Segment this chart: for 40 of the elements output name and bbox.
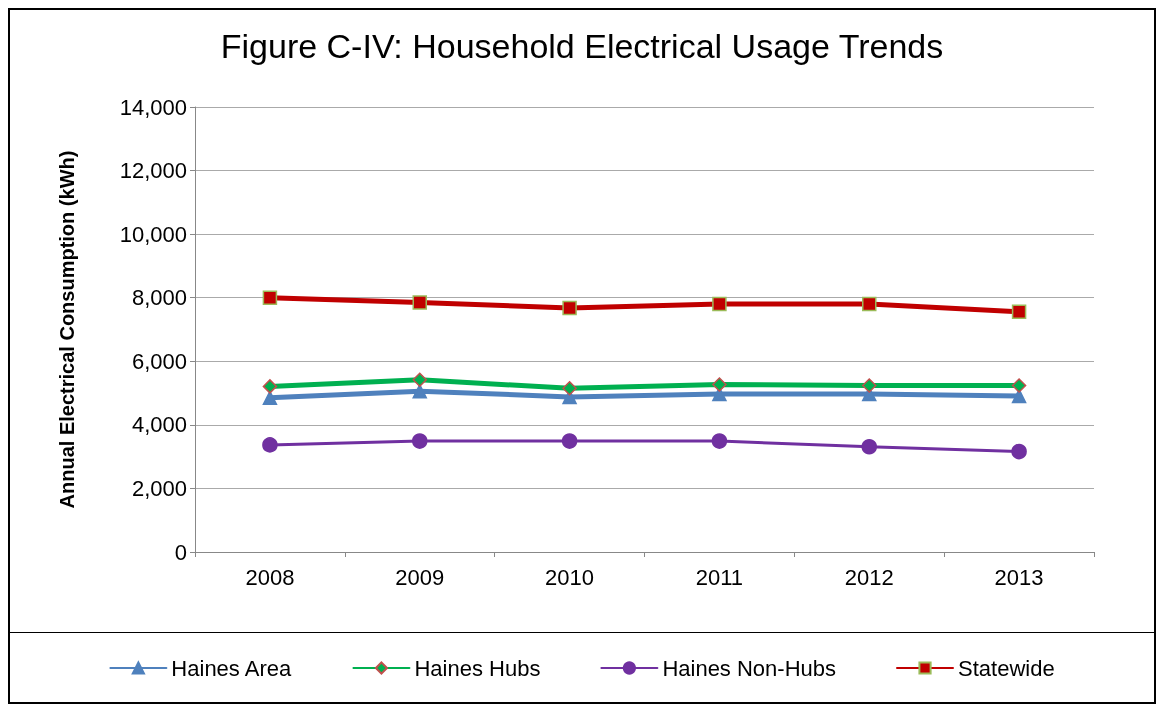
x-tick-label: 2013	[994, 564, 1044, 590]
y-tick-label: 2,000	[131, 475, 187, 501]
y-axis-title: Annual Electrical Consumption (kWh)	[56, 150, 78, 509]
point	[1011, 378, 1027, 393]
point	[562, 300, 577, 316]
point	[412, 383, 427, 399]
legend-label: Haines Non-Hubs	[662, 655, 837, 681]
point	[862, 296, 877, 312]
point	[412, 372, 427, 387]
x-tick-label: 2012	[844, 564, 894, 590]
x-tick-label: 2011	[695, 564, 744, 590]
point	[262, 437, 278, 453]
chart-title: Figure C-IV: Household Electrical Usage Trends	[220, 27, 944, 65]
point	[1011, 304, 1027, 319]
point	[262, 290, 278, 305]
y-tick-label: 4,000	[131, 412, 187, 438]
y-tick-label: 0	[174, 539, 187, 565]
point	[712, 296, 727, 312]
legend-label: Haines Area	[171, 655, 292, 681]
point	[861, 439, 877, 455]
point	[412, 295, 427, 310]
y-tick-label: 8,000	[131, 285, 187, 311]
point	[262, 390, 278, 406]
point	[262, 379, 278, 394]
y-tick-label: 12,000	[119, 158, 187, 184]
point	[862, 378, 877, 393]
point	[562, 381, 577, 396]
y-tick-label: 14,000	[119, 94, 187, 120]
point	[561, 433, 578, 449]
legend-label: Statewide	[958, 655, 1055, 681]
point	[712, 377, 727, 392]
legend-label: Haines Hubs	[414, 655, 541, 681]
y-tick-label: 6,000	[131, 348, 187, 374]
x-tick-label: 2008	[245, 564, 295, 590]
point	[711, 433, 728, 449]
point	[412, 433, 428, 449]
point	[1011, 443, 1027, 460]
x-tick-label: 2009	[395, 564, 445, 590]
y-tick-label: 10,000	[119, 221, 187, 247]
x-tick-label: 2010	[545, 564, 595, 590]
